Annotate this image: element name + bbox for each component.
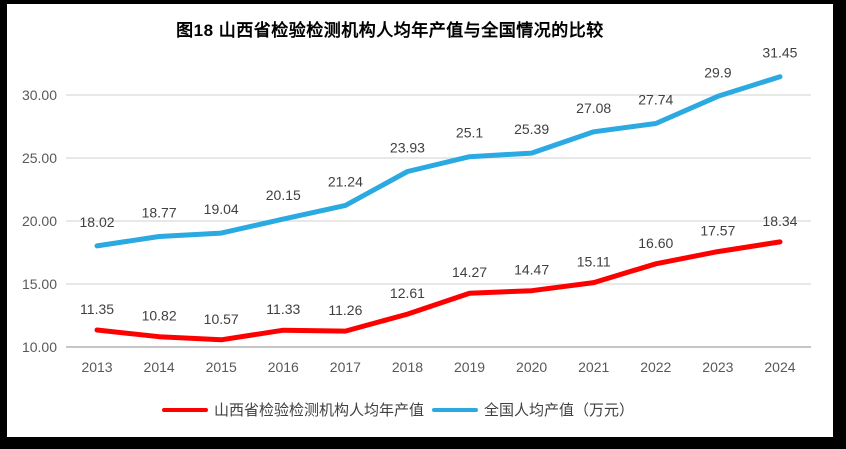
x-tick-label: 2022 — [640, 359, 671, 375]
frame-border-top — [0, 0, 846, 4]
x-tick-label: 2015 — [206, 359, 237, 375]
data-label-national: 21.24 — [328, 173, 363, 189]
data-label-national: 25.39 — [514, 121, 549, 137]
data-label-shanxi: 10.82 — [142, 308, 177, 324]
x-tick-label: 2014 — [144, 359, 175, 375]
data-label-shanxi: 17.57 — [700, 223, 735, 239]
frame-border-left — [0, 0, 7, 449]
data-label-shanxi: 11.26 — [328, 302, 362, 318]
data-label-national: 18.77 — [142, 204, 177, 220]
x-tick-label: 2016 — [268, 359, 299, 375]
data-label-national: 27.08 — [576, 100, 611, 116]
data-label-national: 20.15 — [266, 187, 301, 203]
data-label-shanxi: 11.35 — [80, 301, 114, 317]
x-tick-label: 2021 — [578, 359, 609, 375]
data-label-national: 25.1 — [456, 125, 483, 141]
y-tick-label: 15.00 — [22, 276, 57, 292]
legend-item-shanxi: 山西省检验检测机构人均年产值 — [161, 399, 424, 420]
frame-border-bottom — [0, 437, 846, 449]
data-label-shanxi: 12.61 — [390, 285, 425, 301]
x-tick-label: 2024 — [764, 359, 795, 375]
data-label-national: 29.9 — [704, 64, 731, 80]
y-tick-label: 20.00 — [22, 213, 57, 229]
legend-swatch-national-line — [432, 407, 478, 412]
data-label-national: 23.93 — [390, 139, 425, 155]
data-label-shanxi: 15.11 — [577, 254, 611, 270]
y-tick-label: 30.00 — [22, 87, 57, 103]
y-tick-label: 25.00 — [22, 150, 57, 166]
x-tick-label: 2023 — [702, 359, 733, 375]
data-label-shanxi: 14.27 — [452, 264, 487, 280]
data-label-national: 19.04 — [204, 201, 239, 217]
y-tick-label: 10.00 — [22, 339, 57, 355]
data-label-national: 18.02 — [80, 214, 115, 230]
legend-swatch-shanxi-line — [161, 407, 208, 412]
legend-label-shanxi: 山西省检验检测机构人均年产值 — [213, 402, 424, 419]
chart-legend: 山西省检验检测机构人均年产值 全国人均产值（万元） — [0, 399, 796, 420]
data-label-shanxi: 11.33 — [266, 301, 300, 317]
data-label-shanxi: 18.34 — [762, 213, 797, 229]
x-tick-label: 2017 — [330, 359, 361, 375]
data-label-shanxi: 16.60 — [638, 235, 673, 251]
chart-title: 图18 山西省检验检测机构人均年产值与全国情况的比较 — [176, 21, 604, 40]
legend-item-national: 全国人均产值（万元） — [432, 399, 634, 420]
legend-label-national: 全国人均产值（万元） — [484, 402, 635, 419]
data-label-shanxi: 10.57 — [204, 311, 239, 327]
frame-border-right — [833, 0, 846, 449]
data-label-national: 31.45 — [762, 45, 797, 61]
series-line-shanxi — [94, 239, 783, 343]
series-line-national — [94, 74, 783, 249]
x-tick-label: 2019 — [454, 359, 485, 375]
x-tick-label: 2020 — [516, 359, 547, 375]
x-tick-label: 2013 — [81, 359, 112, 375]
x-tick-label: 2018 — [392, 359, 423, 375]
data-label-national: 27.74 — [638, 91, 673, 107]
data-label-shanxi: 14.47 — [514, 262, 549, 278]
